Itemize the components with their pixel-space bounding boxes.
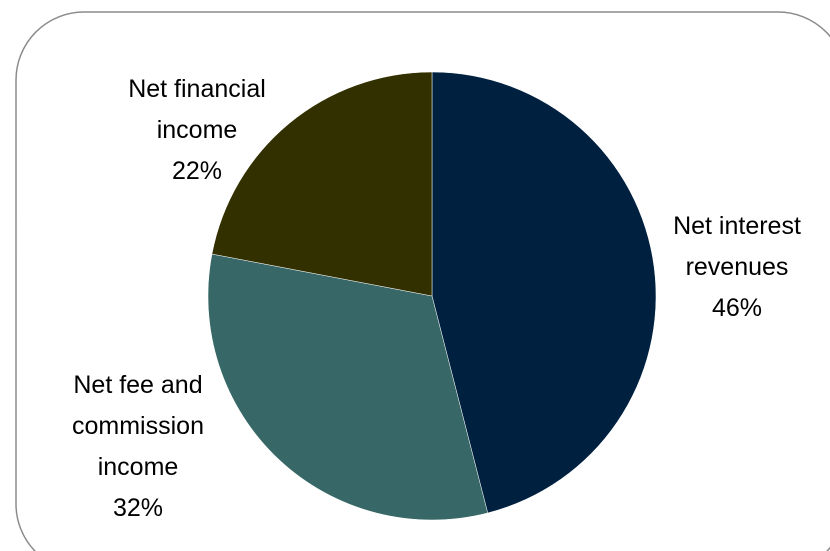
slice-category-label: Net financial xyxy=(128,75,266,103)
pie-slice-3 xyxy=(211,71,433,297)
slice-label-3: Net financial income 22% xyxy=(128,75,266,185)
slice-category-label: income xyxy=(98,453,179,481)
slice-percent-label: 46% xyxy=(712,294,762,322)
slice-label-2: Net fee and commission income 32% xyxy=(72,371,204,522)
slice-category-label: income xyxy=(157,116,238,144)
slice-category-label: revenues xyxy=(686,253,789,281)
slice-percent-label: 22% xyxy=(172,157,222,185)
pie-slice-1 xyxy=(431,71,657,514)
slice-category-label: Net interest xyxy=(673,212,801,240)
pie-slices xyxy=(207,71,657,521)
pie-labels: Net interest revenues 46% Net fee and commis… xyxy=(72,75,801,522)
slice-category-label: commission xyxy=(72,412,204,440)
slice-percent-label: 32% xyxy=(113,494,163,522)
slice-label-1: Net interest revenues 46% xyxy=(673,212,801,322)
slice-category-label: Net fee and xyxy=(73,371,202,399)
pie-slice-2 xyxy=(207,253,489,521)
